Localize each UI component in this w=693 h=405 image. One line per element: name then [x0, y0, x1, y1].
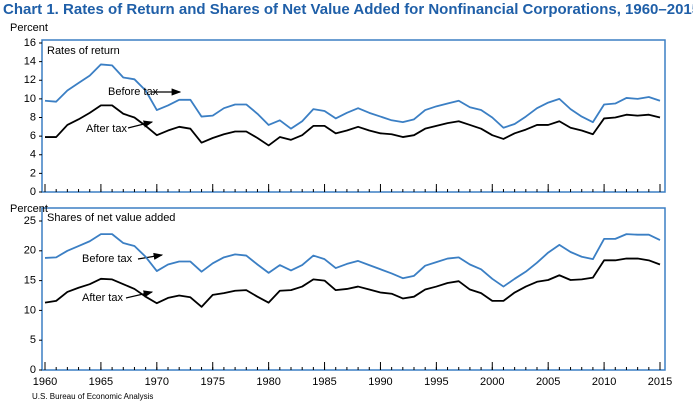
arrow [137, 252, 164, 260]
x-tick-label: 2010 [592, 376, 616, 388]
y-axis-label: Percent [10, 22, 48, 34]
y-tick-label: 15 [24, 275, 36, 287]
x-tick-label: 1980 [256, 376, 280, 388]
panel-title: Shares of net value added [47, 212, 175, 224]
y-tick-label: 16 [24, 37, 36, 49]
panel-frame [41, 207, 666, 371]
annotation: After tax [86, 123, 127, 135]
panel-frame [41, 39, 666, 193]
y-tick-label: 2 [30, 167, 36, 179]
x-tick-label: 2005 [536, 376, 560, 388]
panel-title: Rates of return [47, 45, 120, 57]
x-tick-label: 1995 [424, 376, 448, 388]
chart-title: Chart 1. Rates of Return and Shares of N… [3, 1, 693, 18]
source: U.S. Bureau of Economic Analysis [32, 392, 153, 401]
annotation: After tax [82, 292, 123, 304]
y-tick-label: 20 [24, 245, 36, 257]
x-tick-label: 1960 [33, 376, 57, 388]
y-tick-label: 10 [24, 304, 36, 316]
y-tick-label: 0 [30, 186, 36, 198]
x-tick-label: 1990 [368, 376, 392, 388]
y-tick-label: 4 [30, 149, 36, 161]
line-series [44, 63, 661, 130]
y-tick-label: 14 [24, 56, 36, 68]
x-tick-label: 2000 [480, 376, 504, 388]
x-tick-label: 1975 [200, 376, 224, 388]
x-tick-label: 1970 [145, 376, 169, 388]
line-series [44, 233, 661, 288]
line-series [45, 104, 661, 147]
y-tick-label: 5 [30, 334, 36, 346]
y-tick-label: 0 [30, 364, 36, 376]
x-tick-label: 2015 [648, 376, 672, 388]
y-axis-label: Percent [10, 203, 48, 215]
x-tick-label: 1965 [89, 376, 113, 388]
y-tick-label: 8 [30, 111, 36, 123]
arrow [127, 120, 154, 129]
y-tick-label: 12 [24, 74, 36, 86]
annotation: Before tax [82, 253, 133, 265]
y-tick-label: 10 [24, 93, 36, 105]
y-tick-label: 25 [24, 215, 36, 227]
x-tick-label: 1985 [312, 376, 336, 388]
line-series [44, 257, 661, 308]
arrow [125, 290, 154, 299]
y-tick-label: 6 [30, 130, 36, 142]
annotation: Before tax [108, 86, 159, 98]
